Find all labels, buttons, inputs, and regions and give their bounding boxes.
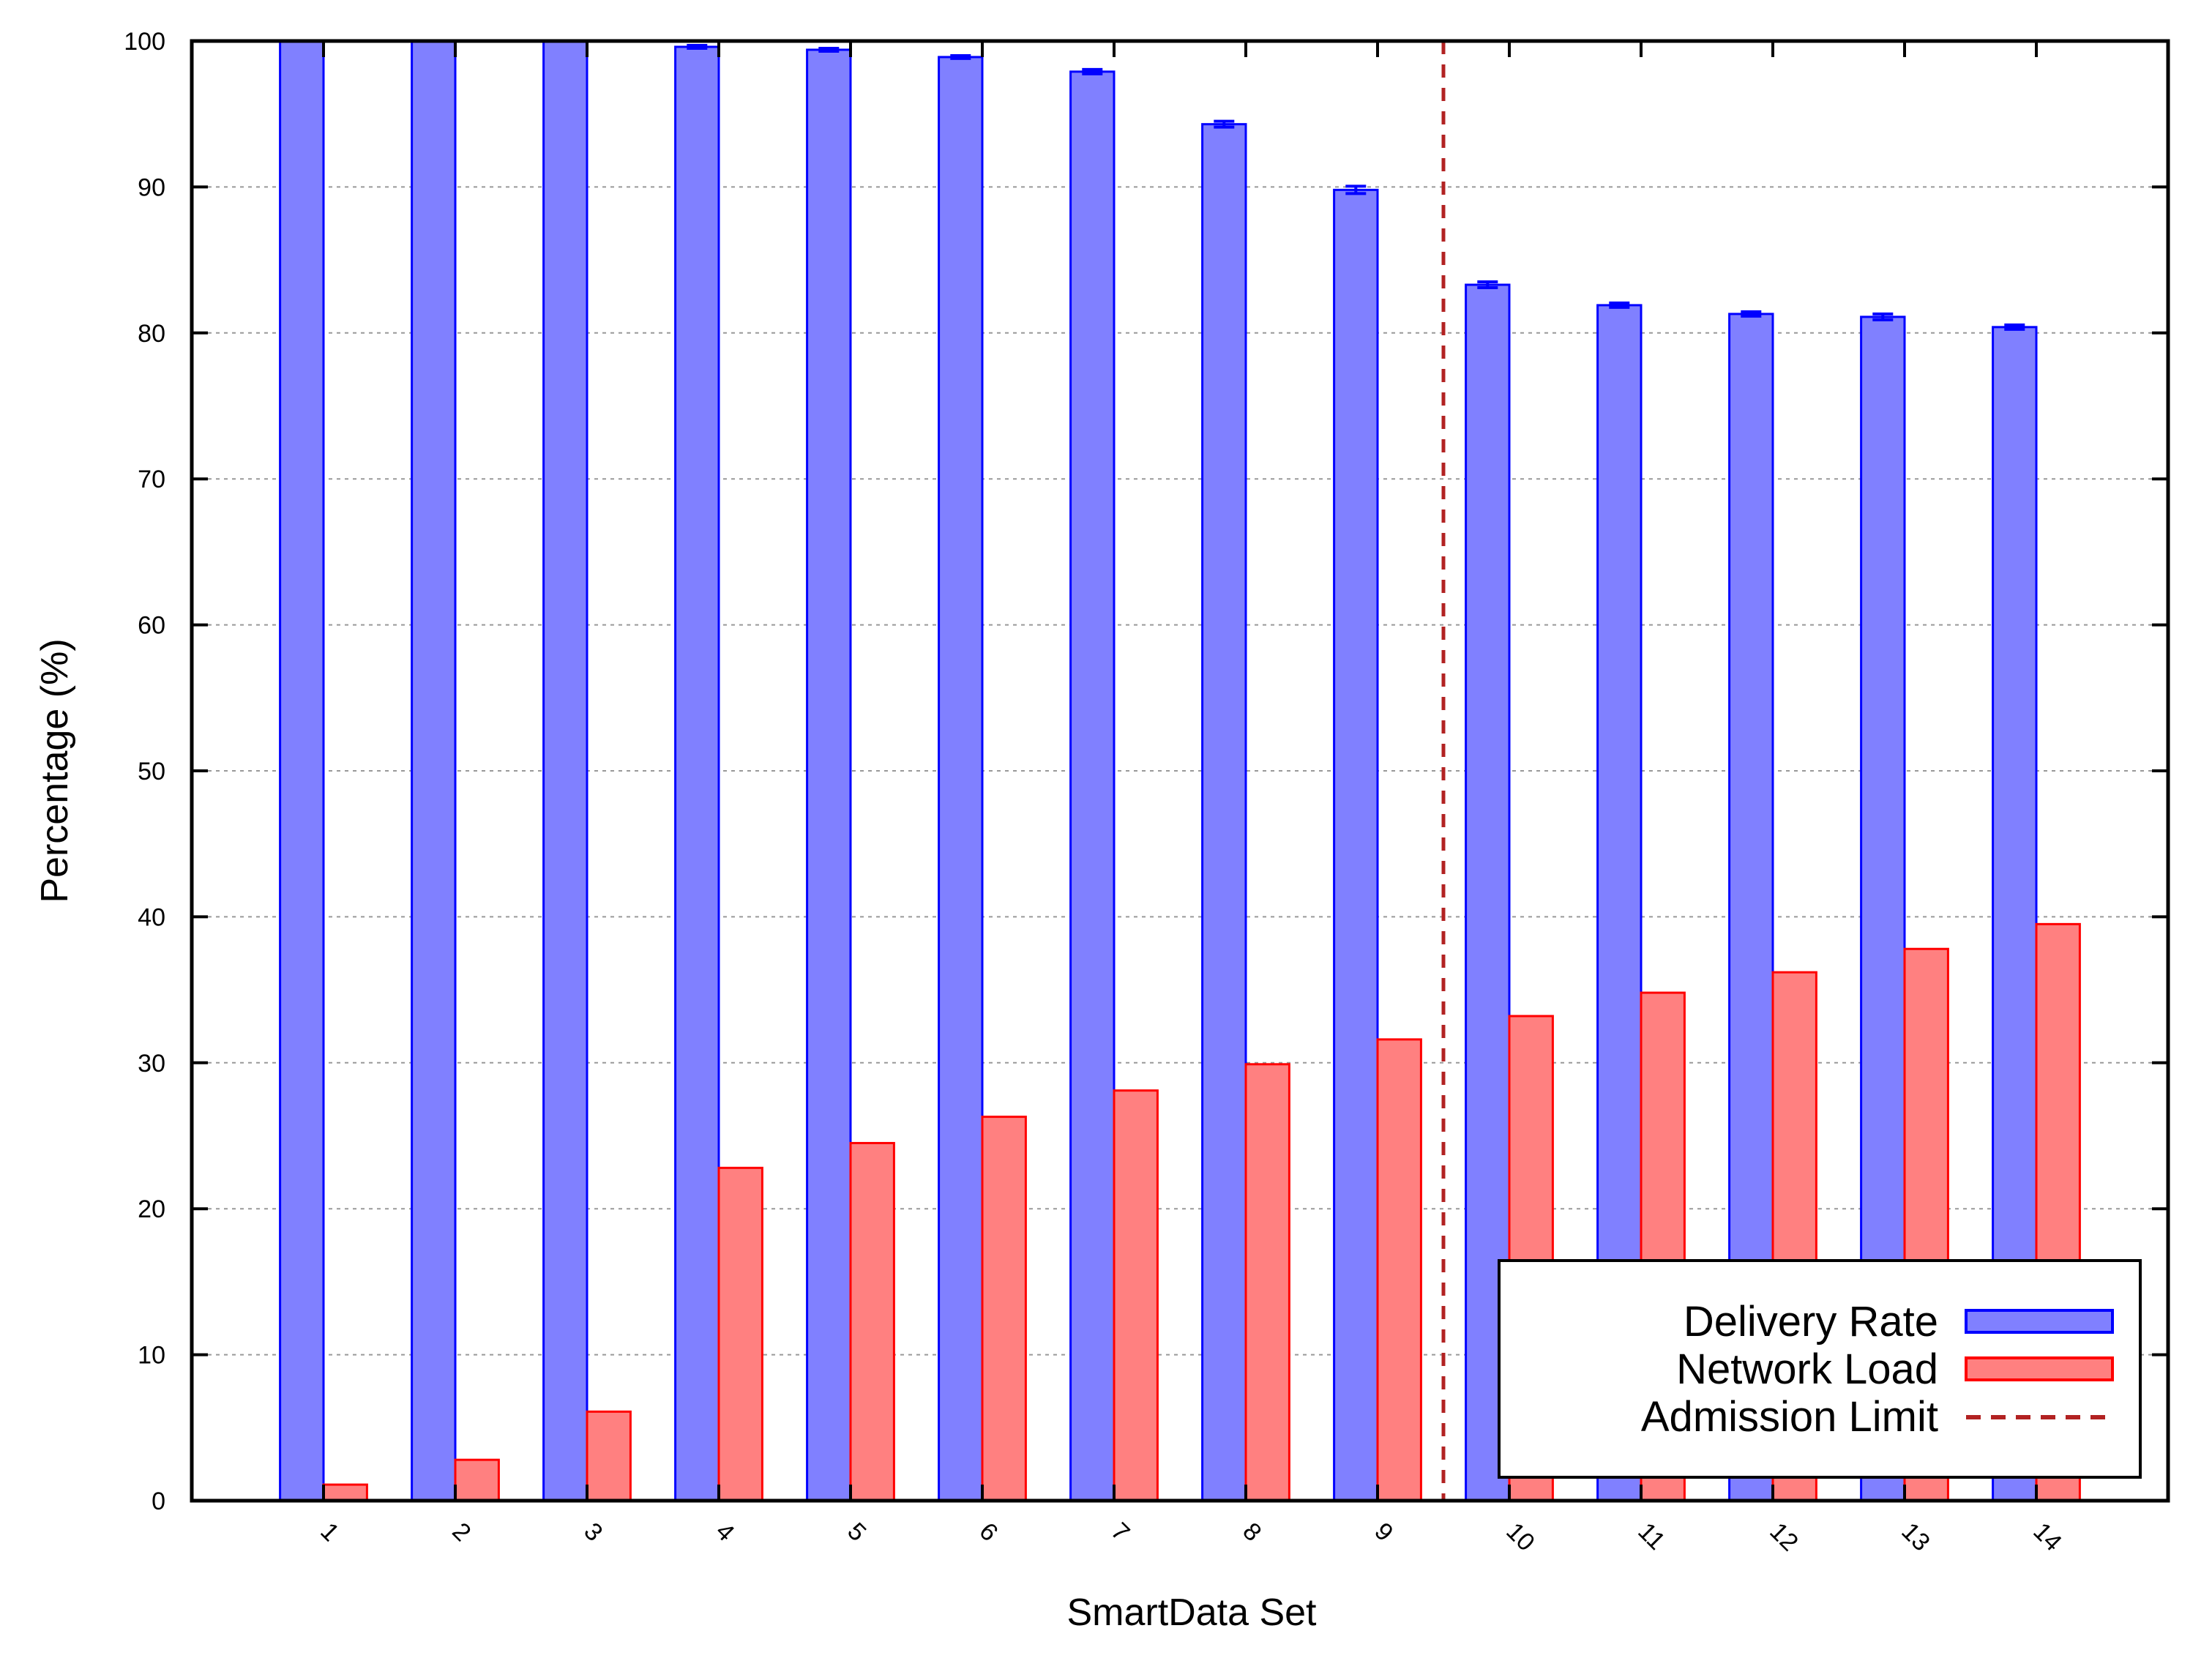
bar-delivery-rate [806,48,852,1502]
bar-delivery-rate [674,45,720,1502]
legend-label-network-load: Network Load [1676,1345,1938,1393]
legend: Delivery Rate Network Load Admission Lim… [1498,1259,2142,1479]
bar-delivery-rate [411,40,457,1502]
bar-network-load [849,1141,895,1502]
y-tick-label: 60 [138,612,165,640]
y-tick-label: 70 [138,466,165,493]
legend-swatch-network-load [1965,1356,2114,1381]
axis-ticks [192,40,2168,1502]
legend-label-delivery-rate: Delivery Rate [1684,1298,1938,1345]
bar-network-load [586,1410,632,1502]
bar-delivery-rate [542,40,589,1502]
bar-network-load [322,1483,368,1502]
y-tick-label: 0 [152,1488,165,1515]
bar-delivery-rate [279,40,325,1502]
bar-network-load [454,1458,500,1502]
bar-network-load [1244,1063,1290,1502]
bar-delivery-rate [1201,123,1247,1502]
y-tick-label: 100 [124,28,165,56]
y-tick-label: 40 [138,903,165,931]
x-axis-title: SmartData Set [1066,1591,1317,1634]
y-tick-label: 80 [138,320,165,348]
y-tick-label: 90 [138,173,165,201]
bar-network-load [1113,1089,1159,1502]
y-tick-label: 50 [138,758,165,785]
y-tick-labels: 0 10 20 30 40 50 60 70 80 90 100 [124,28,165,1515]
bar-delivery-rate [1333,188,1379,1502]
y-tick-label: 10 [138,1342,165,1370]
bar-delivery-rate [938,56,984,1502]
bar-network-load [717,1166,763,1502]
legend-label-admission-limit: Admission Limit [1641,1393,1938,1441]
bar-network-load [1376,1038,1422,1502]
y-tick-label: 20 [138,1195,165,1223]
y-tick-label: 30 [138,1050,165,1078]
bar-network-load [981,1116,1027,1502]
y-axis-title: Percentage (%) [34,638,76,903]
bar-delivery-rate [1069,70,1116,1502]
legend-swatch-delivery-rate [1965,1309,2114,1334]
